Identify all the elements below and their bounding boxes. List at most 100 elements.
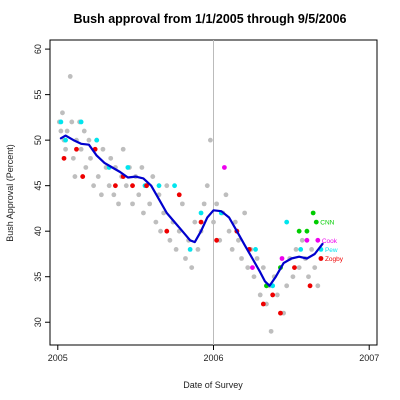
y-axis-label: Bush Approval (Percent) [5, 144, 15, 242]
other-point [257, 292, 263, 298]
zogby-point [130, 183, 135, 189]
other-point [158, 228, 163, 234]
other-point [63, 146, 68, 152]
zogby-point [176, 192, 182, 198]
other-point [60, 110, 65, 116]
other-point [260, 265, 266, 271]
zogby-point [318, 256, 324, 261]
zogby-point [80, 174, 86, 179]
cook-point [279, 256, 285, 261]
other-point [58, 128, 64, 134]
other-point [195, 247, 201, 252]
other-point [120, 146, 126, 152]
cnn-point [304, 228, 310, 234]
zogby-point [74, 146, 79, 152]
pew-point [198, 210, 204, 216]
cnn-point [313, 219, 319, 225]
zogby-point [307, 283, 313, 289]
other-point [153, 219, 159, 225]
other-point [67, 74, 73, 79]
x-tick-label: 2006 [203, 353, 223, 363]
cook-series-label: Cook [322, 238, 338, 245]
other-point [130, 201, 135, 207]
y-tick-label: 55 [33, 90, 43, 100]
other-point [223, 192, 229, 198]
other-point [214, 201, 220, 207]
other-point [95, 174, 101, 179]
other-point [70, 155, 76, 161]
other-point [86, 137, 92, 143]
other-point [98, 192, 104, 198]
pew-point [284, 219, 290, 225]
other-point [192, 219, 198, 225]
other-point [81, 128, 87, 134]
chart-title: Bush approval from 1/1/2005 through 9/5/… [73, 12, 346, 26]
other-point [78, 146, 84, 152]
other-point [108, 155, 114, 161]
zogby-point [214, 237, 220, 243]
other-point [164, 183, 170, 189]
other-point [312, 265, 318, 271]
other-point [306, 274, 311, 280]
zogby-point [144, 183, 149, 189]
other-point [123, 183, 129, 189]
other-point [284, 283, 290, 289]
y-tick-label: 45 [33, 181, 43, 191]
y-tick-label: 50 [33, 135, 43, 145]
other-point [179, 201, 185, 207]
pew-point [187, 247, 193, 252]
other-point [167, 237, 173, 243]
zogby-point [260, 301, 266, 307]
pew-point [253, 247, 258, 252]
other-point [147, 201, 153, 207]
other-point [290, 274, 296, 280]
other-point [100, 146, 106, 152]
y-tick-label: 30 [33, 317, 43, 327]
other-point [116, 201, 121, 207]
pew-point [78, 119, 84, 125]
cook-point [222, 165, 227, 170]
trend-line [59, 134, 324, 287]
pew-point [125, 165, 131, 170]
y-tick-label: 35 [33, 272, 43, 282]
pew-point [58, 119, 64, 125]
other-point [173, 247, 179, 252]
other-point [183, 256, 188, 261]
zogby-series-label: Zogby [325, 256, 344, 263]
other-point [150, 174, 156, 179]
cnn-point [296, 228, 302, 234]
cook-point [315, 237, 321, 243]
other-point [204, 183, 210, 189]
other-point [299, 237, 305, 243]
zogby-point [61, 155, 67, 161]
other-point [229, 247, 235, 252]
other-point [315, 283, 321, 289]
other-point [139, 165, 145, 170]
other-point [274, 292, 280, 298]
other-point [254, 256, 260, 261]
pew-point [156, 183, 162, 189]
pew-point [298, 247, 304, 252]
other-point [239, 256, 244, 261]
zogby-point [198, 219, 204, 225]
pew-series-label: Pew [325, 247, 338, 254]
zogby-point [278, 310, 283, 316]
other-point [211, 219, 216, 225]
y-tick-label: 40 [33, 226, 43, 236]
other-point [136, 192, 142, 198]
other-point [226, 228, 232, 234]
y-tick-label: 60 [33, 44, 43, 54]
other-point [245, 265, 251, 271]
zogby-point [270, 292, 276, 298]
zogby-point [113, 183, 118, 189]
other-point [296, 265, 302, 271]
other-point [83, 165, 89, 170]
other-point [141, 210, 146, 216]
other-point [207, 137, 213, 143]
other-point [91, 183, 96, 189]
other-point [242, 210, 248, 216]
other-point [268, 328, 274, 334]
other-point [251, 274, 257, 280]
other-point [293, 247, 299, 252]
x-tick-label: 2005 [48, 353, 68, 363]
